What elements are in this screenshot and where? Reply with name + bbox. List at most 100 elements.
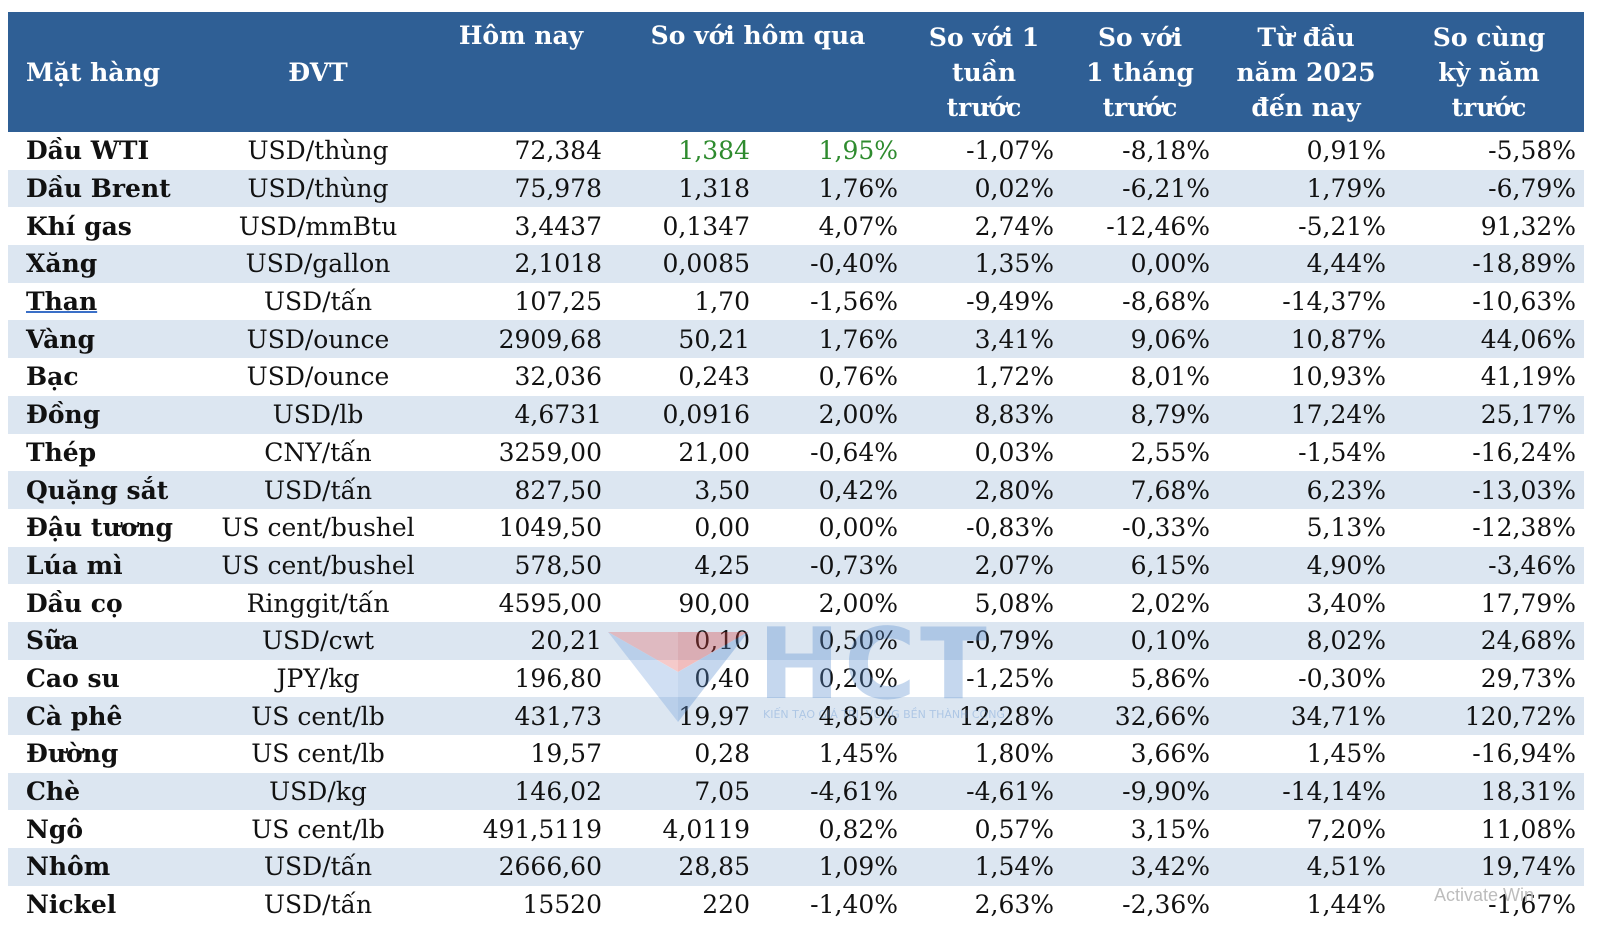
item-change-pct: 0,50%	[758, 621, 907, 660]
item-today: 15520	[432, 885, 610, 924]
item-vs-month: -9,90%	[1062, 772, 1219, 811]
commodity-price-table: Mặt hàng ĐVT Hôm nay So với hôm qua So v…	[8, 12, 1585, 924]
table-row: Nickel USD/tấn 15520 220 -1,40% 2,63% -2…	[8, 885, 1585, 924]
item-name: Cao su	[8, 659, 204, 698]
item-vs-month: 8,01%	[1062, 358, 1219, 396]
item-yoy: 24,68%	[1394, 621, 1585, 660]
header-unit: ĐVT	[204, 12, 432, 132]
item-today: 578,50	[432, 546, 610, 585]
item-change-pct: 4,07%	[758, 207, 907, 246]
item-today: 19,57	[432, 735, 610, 773]
item-today: 491,5119	[432, 810, 610, 849]
table-row: Dầu Brent USD/thùng 75,978 1,318 1,76% 0…	[8, 169, 1585, 208]
item-today: 3259,00	[432, 433, 610, 472]
item-name: Bạc	[8, 358, 204, 396]
item-change: 90,00	[610, 584, 758, 622]
item-change-pct: -1,56%	[758, 282, 907, 321]
item-ytd: 4,90%	[1218, 546, 1395, 585]
item-change-pct: -4,61%	[758, 772, 907, 811]
item-change-pct: -0,40%	[758, 245, 907, 283]
item-change-pct: -0,64%	[758, 433, 907, 472]
header-vs-yesterday: So với hôm qua	[610, 12, 907, 132]
item-ytd: -1,54%	[1218, 433, 1395, 472]
item-change-pct: 0,76%	[758, 358, 907, 396]
table-row: Nhôm USD/tấn 2666,60 28,85 1,09% 1,54% 3…	[8, 848, 1585, 886]
item-unit: USD/thùng	[204, 169, 432, 208]
item-yoy: -5,58%	[1394, 132, 1585, 170]
item-ytd: 4,44%	[1218, 245, 1395, 283]
item-change-pct: 0,20%	[758, 659, 907, 698]
item-yoy: -16,24%	[1394, 433, 1585, 472]
item-vs-month: 2,55%	[1062, 433, 1219, 472]
table-row: Dầu WTI USD/thùng 72,384 1,384 1,95% -1,…	[8, 132, 1585, 170]
item-today: 72,384	[432, 132, 610, 170]
item-change-pct: 0,42%	[758, 471, 907, 509]
item-ytd: 0,91%	[1218, 132, 1395, 170]
item-yoy: -3,46%	[1394, 546, 1585, 585]
header-item: Mặt hàng	[8, 12, 204, 132]
item-yoy: -1,67%	[1394, 885, 1585, 924]
item-name: Thép	[8, 433, 204, 472]
header-ytd: Từ đầu năm 2025 đến nay	[1218, 12, 1395, 132]
item-change: 0,40	[610, 659, 758, 698]
header-vs-month: So với 1 tháng trước	[1062, 12, 1219, 132]
item-unit: USD/cwt	[204, 621, 432, 660]
item-ytd: 1,79%	[1218, 169, 1395, 208]
item-unit: JPY/kg	[204, 659, 432, 698]
item-vs-month: 6,15%	[1062, 546, 1219, 585]
item-change: 4,25	[610, 546, 758, 585]
item-yoy: -12,38%	[1394, 508, 1585, 547]
item-ytd: 5,13%	[1218, 508, 1395, 547]
table-row: Cao su JPY/kg 196,80 0,40 0,20% -1,25% 5…	[8, 659, 1585, 698]
item-change: 0,28	[610, 735, 758, 773]
item-unit: US cent/lb	[204, 697, 432, 735]
item-unit: US cent/lb	[204, 810, 432, 849]
item-vs-week: 8,83%	[906, 395, 1063, 434]
item-today: 4595,00	[432, 584, 610, 622]
item-unit: USD/lb	[204, 395, 432, 434]
item-change: 50,21	[610, 320, 758, 359]
item-vs-week: 0,57%	[906, 810, 1063, 849]
item-name: Dầu WTI	[8, 132, 204, 170]
item-yoy: 11,08%	[1394, 810, 1585, 849]
item-vs-week: -4,61%	[906, 772, 1063, 811]
item-vs-week: -0,79%	[906, 621, 1063, 660]
item-change-pct: 2,00%	[758, 395, 907, 434]
item-name: Vàng	[8, 320, 204, 359]
item-name: Quặng sắt	[8, 471, 204, 509]
item-name: Xăng	[8, 245, 204, 283]
item-name: Ngô	[8, 810, 204, 849]
item-yoy: -13,03%	[1394, 471, 1585, 509]
item-change: 0,0085	[610, 245, 758, 283]
item-vs-week: -0,83%	[906, 508, 1063, 547]
item-unit: Ringgit/tấn	[204, 584, 432, 622]
item-vs-week: 1,54%	[906, 848, 1063, 886]
item-vs-month: 8,79%	[1062, 395, 1219, 434]
item-change-pct: 1,09%	[758, 848, 907, 886]
item-ytd: 10,87%	[1218, 320, 1395, 359]
item-unit: CNY/tấn	[204, 433, 432, 472]
item-name: Đường	[8, 735, 204, 773]
item-yoy: 18,31%	[1394, 772, 1585, 811]
item-change: 28,85	[610, 848, 758, 886]
item-vs-week: -9,49%	[906, 282, 1063, 321]
header-vs-week: So với 1 tuần trước	[906, 12, 1063, 132]
table-row: Thép CNY/tấn 3259,00 21,00 -0,64% 0,03% …	[8, 433, 1585, 472]
item-vs-week: 5,08%	[906, 584, 1063, 622]
item-change: 21,00	[610, 433, 758, 472]
item-change: 220	[610, 885, 758, 924]
item-vs-week: 12,28%	[906, 697, 1063, 735]
item-unit: USD/ounce	[204, 320, 432, 359]
item-yoy: 17,79%	[1394, 584, 1585, 622]
item-today: 20,21	[432, 621, 610, 660]
item-vs-month: -8,18%	[1062, 132, 1219, 170]
item-vs-week: -1,25%	[906, 659, 1063, 698]
item-name: Cà phê	[8, 697, 204, 735]
item-ytd: 6,23%	[1218, 471, 1395, 509]
item-vs-week: 0,03%	[906, 433, 1063, 472]
item-today: 32,036	[432, 358, 610, 396]
item-vs-month: -0,33%	[1062, 508, 1219, 547]
item-name: Nickel	[8, 885, 204, 924]
table-row: Cà phê US cent/lb 431,73 19,97 4,85% 12,…	[8, 697, 1585, 735]
item-today: 2909,68	[432, 320, 610, 359]
